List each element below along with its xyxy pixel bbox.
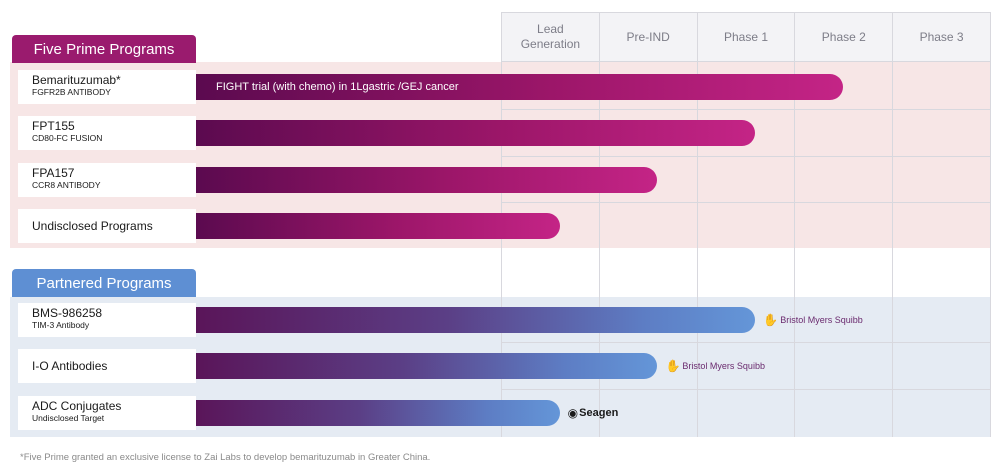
progress-bar bbox=[196, 307, 756, 333]
program-label: BMS-986258 TIM-3 Antibody bbox=[18, 303, 196, 337]
stage-header-phase-1: Phase 1 bbox=[696, 12, 796, 62]
progress-bar bbox=[196, 167, 658, 193]
program-label: I-O Antibodies bbox=[18, 349, 196, 383]
program-label: Bemarituzumab* FGFR2b ANTIBODY bbox=[18, 70, 196, 104]
program-label: Undisclosed Programs bbox=[18, 209, 196, 243]
bms-icon: ✋ bbox=[763, 313, 779, 327]
progress-bar bbox=[196, 213, 560, 239]
footnote: *Five Prime granted an exclusive license… bbox=[20, 452, 431, 463]
row-separator bbox=[501, 389, 990, 390]
partner-logo: ✋ Bristol Myers Squibb bbox=[763, 313, 862, 327]
section-title-partnered: Partnered Programs bbox=[12, 269, 196, 297]
partner-name: Bristol Myers Squibb bbox=[682, 361, 765, 371]
progress-bar bbox=[196, 353, 658, 379]
grid-column-line bbox=[696, 12, 698, 437]
progress-bar: FIGHT trial (with chemo) in 1Lgastric /G… bbox=[196, 74, 844, 100]
progress-bar bbox=[196, 400, 560, 426]
partner-logo: ✋ Bristol Myers Squibb bbox=[665, 359, 764, 373]
program-name: BMS-986258 bbox=[32, 306, 103, 320]
bar-label: FIGHT trial (with chemo) in 1Lgastric /G… bbox=[216, 81, 459, 93]
program-name: Bemarituzumab* bbox=[32, 73, 121, 87]
stage-header-phase-2: Phase 2 bbox=[794, 12, 894, 62]
row-separator bbox=[501, 156, 990, 157]
grid-column-line bbox=[990, 12, 991, 437]
program-subtitle: CD80-Fc FUSION bbox=[32, 133, 103, 143]
program-name: ADC Conjugates bbox=[32, 399, 122, 413]
partner-name: Bristol Myers Squibb bbox=[780, 315, 863, 325]
program-subtitle: Undisclosed Target bbox=[32, 413, 105, 423]
row-separator bbox=[501, 342, 990, 343]
program-name: I-O Antibodies bbox=[32, 359, 108, 373]
program-name: FPT155 bbox=[32, 119, 75, 133]
section-title-five-prime: Five Prime Programs bbox=[12, 35, 196, 63]
program-label: ADC Conjugates Undisclosed Target bbox=[18, 396, 196, 430]
stage-header-pre-ind: Pre-IND bbox=[598, 12, 698, 62]
partner-name: Seagen bbox=[579, 407, 619, 419]
progress-bar bbox=[196, 120, 756, 146]
program-name: Undisclosed Programs bbox=[32, 219, 153, 233]
program-subtitle: FGFR2b ANTIBODY bbox=[32, 87, 111, 97]
bms-icon: ✋ bbox=[665, 359, 681, 373]
row-separator bbox=[501, 202, 990, 203]
row-separator bbox=[501, 109, 990, 110]
program-label: FPA157 CCR8 ANTIBODY bbox=[18, 163, 196, 197]
partner-logo: ◉ Seagen bbox=[568, 406, 619, 420]
stage-header-lead-generation: Lead Generation bbox=[501, 12, 600, 62]
program-subtitle: CCR8 ANTIBODY bbox=[32, 180, 101, 190]
grid-column-line bbox=[598, 12, 600, 437]
grid-column-line bbox=[892, 12, 894, 437]
program-label: FPT155 CD80-Fc FUSION bbox=[18, 116, 196, 150]
program-name: FPA157 bbox=[32, 166, 75, 180]
stage-header-phase-3: Phase 3 bbox=[892, 12, 991, 62]
program-subtitle: TIM-3 Antibody bbox=[32, 320, 90, 330]
grid-column-line bbox=[794, 12, 796, 437]
seagen-icon: ◉ bbox=[567, 406, 579, 420]
